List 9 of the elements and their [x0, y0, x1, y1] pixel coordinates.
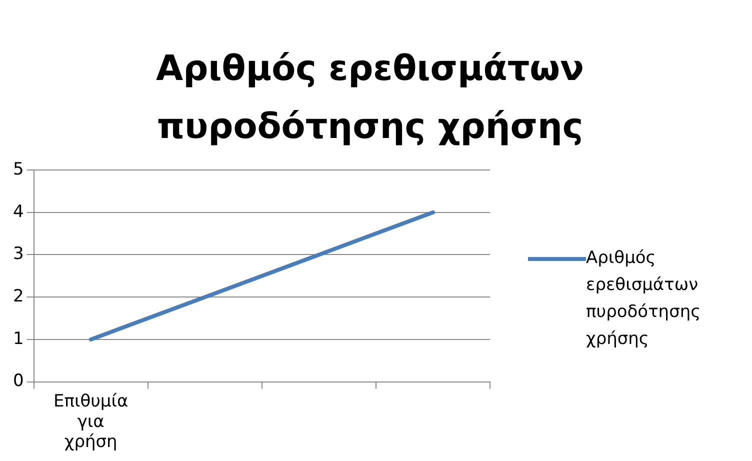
y-tick-label: 4: [12, 202, 24, 222]
y-tick-label: 1: [12, 328, 24, 349]
y-tick-label: 3: [12, 244, 24, 264]
y-tick-label: 2: [12, 286, 24, 306]
y-tick-label: 5: [12, 159, 24, 180]
legend-label: Αριθμός ερεθισμάτων πυροδότησης χρήσης: [586, 247, 702, 351]
x-tick-label: Επιθυμία για χρήση: [53, 391, 128, 452]
chart-title: Αριθμός ερεθισμάτων πυροδότησης χρήσης: [155, 48, 585, 149]
y-tick-label: 0: [12, 371, 24, 392]
